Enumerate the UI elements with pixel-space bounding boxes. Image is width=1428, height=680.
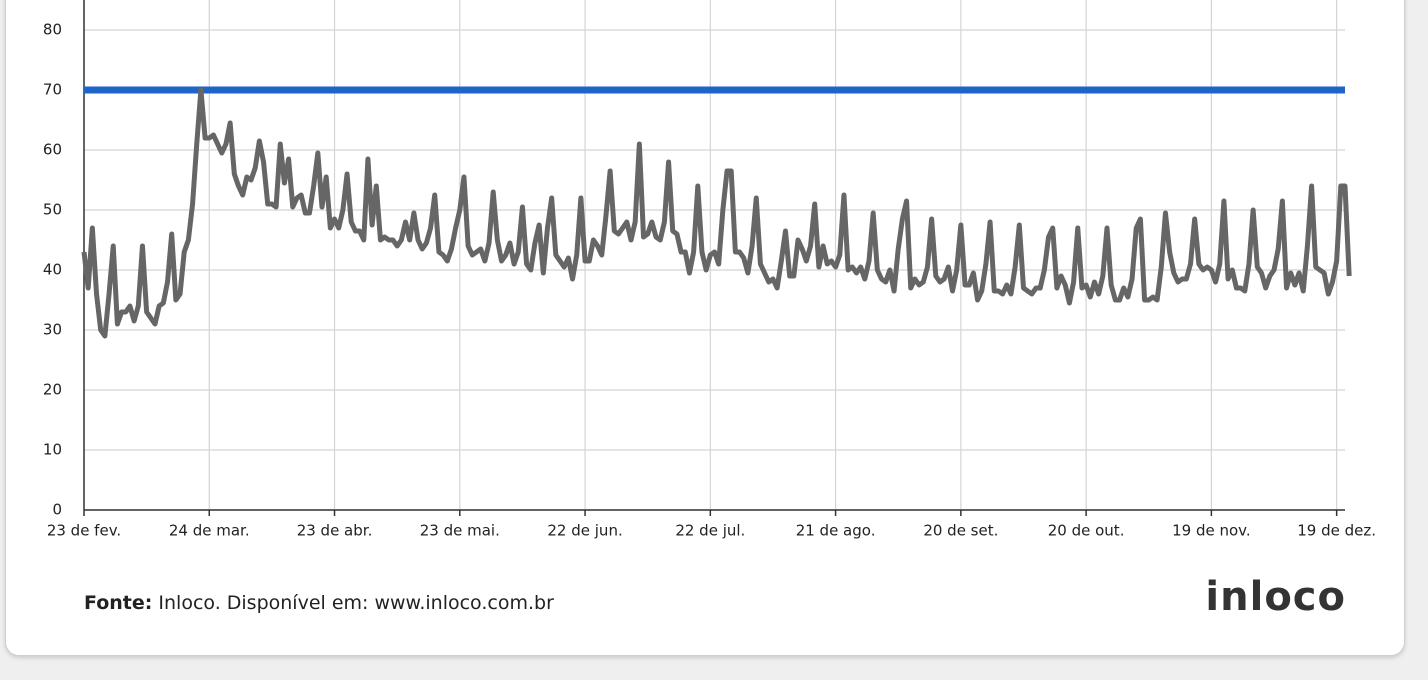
x-tick-label: 22 de jul.	[675, 522, 745, 540]
x-tick-label: 24 de mar.	[169, 522, 250, 540]
source-note: Fonte: Inloco. Disponível em: www.inloco…	[84, 592, 554, 614]
x-tick-label: 20 de set.	[923, 522, 998, 540]
x-tick-label: 23 de abr.	[297, 522, 373, 540]
y-tick-label: 20	[43, 381, 62, 399]
logo: inloco	[1205, 574, 1346, 620]
y-tick-label: 10	[43, 441, 62, 459]
x-tick-label: 23 de fev.	[47, 522, 121, 540]
x-tick-label: 19 de dez.	[1297, 522, 1376, 540]
x-tick-label: 23 de mai.	[420, 522, 500, 540]
x-tick-label: 21 de ago.	[796, 522, 876, 540]
y-tick-label: 50	[43, 201, 62, 219]
y-tick-label: 40	[43, 261, 62, 279]
y-tick-label: 30	[43, 321, 62, 339]
y-tick-label: 80	[43, 21, 62, 39]
series-line	[81, 87, 1352, 339]
source-label: Fonte:	[84, 592, 153, 614]
card	[5, 0, 1405, 656]
y-tick-label: 70	[43, 81, 62, 99]
x-tick-label: 20 de out.	[1048, 522, 1125, 540]
y-tick-label: 60	[43, 141, 62, 159]
y-tick-label: 0	[52, 501, 62, 519]
source-text: Inloco. Disponível em: www.inloco.com.br	[158, 592, 554, 614]
x-tick-label: 19 de nov.	[1172, 522, 1251, 540]
x-tick-label: 22 de jun.	[547, 522, 622, 540]
